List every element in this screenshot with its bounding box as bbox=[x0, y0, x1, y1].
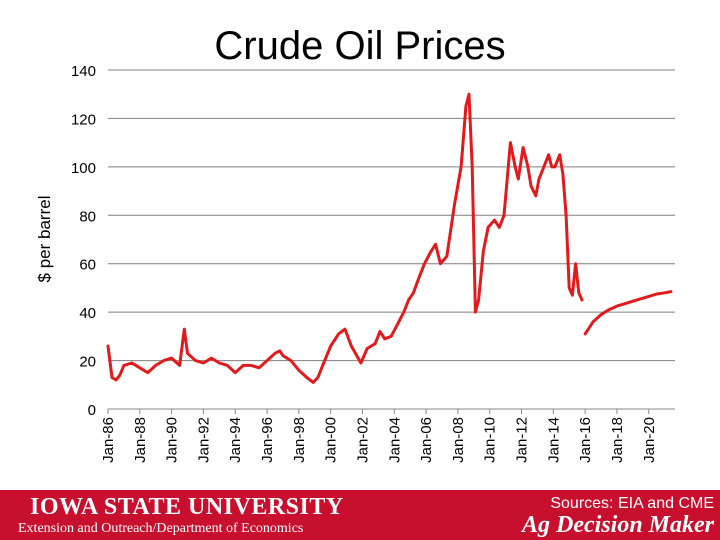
y-tick-labels: 0 20 40 60 80 100 120 140 bbox=[71, 63, 96, 419]
y-axis-label: $ per barrel bbox=[35, 196, 54, 283]
y-tick-label: 140 bbox=[71, 63, 96, 80]
y-tick-label: 0 bbox=[88, 402, 96, 419]
x-tick-label: Jan-06 bbox=[418, 417, 435, 463]
y-tick-label: 120 bbox=[71, 111, 96, 128]
x-tick-label: Jan-10 bbox=[482, 417, 499, 463]
department-text: Extension and Outreach/Department of Eco… bbox=[18, 521, 304, 536]
y-tick-label: 20 bbox=[79, 354, 96, 371]
x-tick-label: Jan-90 bbox=[164, 417, 181, 463]
x-tick-label: Jan-16 bbox=[577, 417, 594, 463]
brand-text: Ag Decision Maker bbox=[522, 512, 714, 538]
sources-text: Sources: EIA and CME bbox=[550, 495, 714, 512]
y-tick-label: 60 bbox=[79, 257, 96, 274]
x-tick-label: Jan-12 bbox=[514, 417, 531, 463]
y-tick-label: 80 bbox=[79, 208, 96, 225]
x-tick-label: Jan-86 bbox=[100, 417, 117, 463]
x-tick-labels: Jan-86 Jan-88 Jan-90 Jan-92 Jan-94 Jan-96 Jan-… bbox=[100, 417, 658, 463]
series-line-futures bbox=[583, 290, 673, 336]
x-tick-label: Jan-02 bbox=[354, 417, 371, 463]
grid-lines bbox=[107, 69, 675, 414]
x-tick-label: Jan-08 bbox=[450, 417, 467, 463]
chart-title: Crude Oil Prices bbox=[214, 24, 506, 68]
x-tick-label: Jan-92 bbox=[195, 417, 212, 463]
x-tick-label: Jan-98 bbox=[291, 417, 308, 463]
x-tick-label: Jan-04 bbox=[386, 417, 403, 463]
x-tick-label: Jan-18 bbox=[609, 417, 626, 463]
x-tick-label: Jan-96 bbox=[259, 417, 276, 463]
y-tick-label: 40 bbox=[79, 305, 96, 322]
university-logo-text: IOWA STATE UNIVERSITY bbox=[30, 494, 344, 520]
footer-bar bbox=[0, 490, 720, 540]
y-tick-label: 100 bbox=[71, 160, 96, 177]
x-tick-label: Jan-94 bbox=[227, 417, 244, 463]
x-tick-label: Jan-88 bbox=[132, 417, 149, 463]
x-tick-label: Jan-00 bbox=[323, 417, 340, 463]
x-tick-label: Jan-20 bbox=[641, 417, 658, 463]
series-line-historical bbox=[106, 92, 584, 384]
x-tick-label: Jan-14 bbox=[545, 417, 562, 463]
series-lines bbox=[106, 92, 673, 384]
